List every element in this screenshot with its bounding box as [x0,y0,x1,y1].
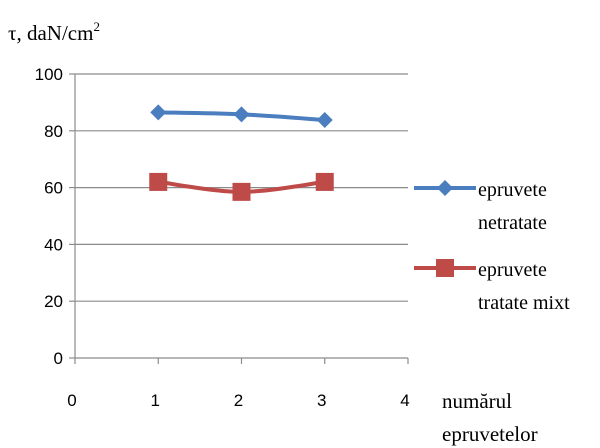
x-axis-title-line-1: numărul [442,389,512,413]
x-tick-label: 0 [67,391,76,410]
legend-swatch-marker [437,180,453,196]
data-point [233,106,250,123]
y-tick-label: 80 [44,122,63,141]
y-tick-label: 100 [35,65,63,84]
legend-label-line: epruvete [478,179,547,201]
data-point [149,172,168,191]
legend-label-line: epruvete [478,259,547,281]
y-tick-label: 0 [54,349,63,368]
y-tick-label: 40 [44,235,63,254]
y-tick-label: 20 [44,292,63,311]
axes [69,73,409,364]
data-point [232,182,251,201]
y-axis-unit: , daN/cm [16,21,93,45]
y-tick-label: 60 [44,179,63,198]
x-tick-label: 3 [317,391,326,410]
data-point [150,104,167,121]
y-axis-symbol: τ [8,21,16,45]
data-point [315,172,334,191]
x-tick-labels: 0 1 2 3 4 [67,391,409,410]
x-tick-label: 4 [400,391,409,410]
y-tick-labels: 0 20 40 60 80 100 [35,65,63,368]
legend-label-line: tratate mixt [478,292,570,314]
x-axis-title: numărul epruvetelor [442,389,538,446]
y-axis-title: τ, daN/cm2 [8,19,100,45]
x-axis-title-line-2: epruvetelor [442,422,538,446]
legend-swatch-marker [436,259,454,277]
series-markers [149,104,334,201]
legend: epruvete netratate epruvete tratate mixt [414,179,570,314]
legend-label: epruvete netratate [478,179,547,234]
legend-label-line: netratate [478,212,547,234]
x-tick-label: 1 [151,391,160,410]
x-tick-label: 2 [234,391,243,410]
y-axis-unit-superscript: 2 [93,19,100,34]
legend-label: epruvete tratate mixt [478,259,570,314]
series-lines [158,110,325,194]
data-point [316,112,333,129]
